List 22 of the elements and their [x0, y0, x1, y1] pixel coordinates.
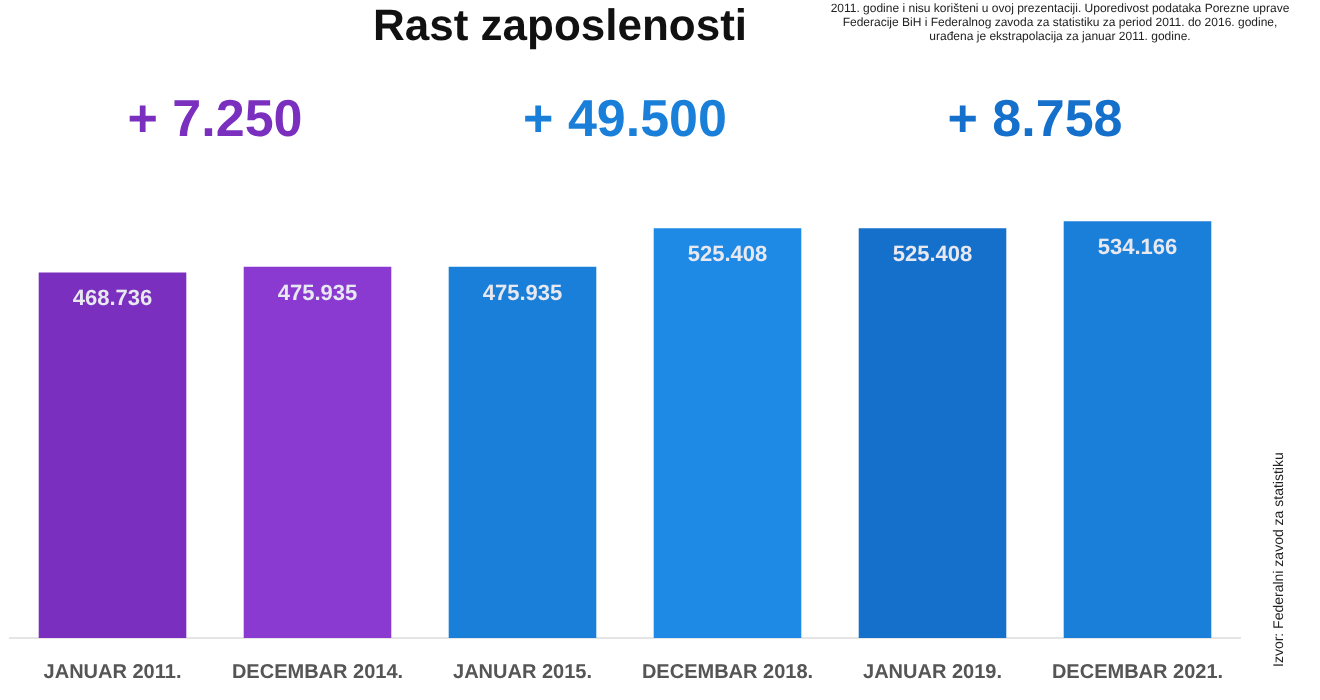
data-label: 468.736	[72, 287, 153, 312]
x-tick-label: DECEMBAR 2018.	[641, 661, 814, 684]
data-label: 525.408	[687, 243, 768, 268]
text: + 7.250	[127, 88, 303, 148]
bar	[858, 228, 1007, 638]
bar	[38, 272, 187, 638]
x-tick-label: JANUAR 2011.	[43, 661, 182, 684]
x-tick-label: DECEMBAR 2021.	[1051, 661, 1224, 684]
x-tick-label: JANUAR 2019.	[863, 661, 1003, 684]
data-label: 534.166	[1097, 236, 1178, 261]
data-label: 475.935	[482, 281, 563, 306]
text: + 8.758	[947, 88, 1123, 148]
text: + 49.500	[523, 88, 727, 148]
data-label: 525.408	[892, 243, 973, 268]
bar	[653, 228, 802, 638]
bar	[243, 266, 392, 638]
data-label: 475.935	[277, 281, 358, 306]
chart-title: Rast zaposlenosti	[370, 0, 750, 52]
x-tick-label: DECEMBAR 2014.	[231, 661, 404, 684]
x-tick-label: JANUAR 2015.	[453, 661, 593, 684]
bar	[1063, 221, 1212, 638]
bar	[448, 266, 597, 638]
